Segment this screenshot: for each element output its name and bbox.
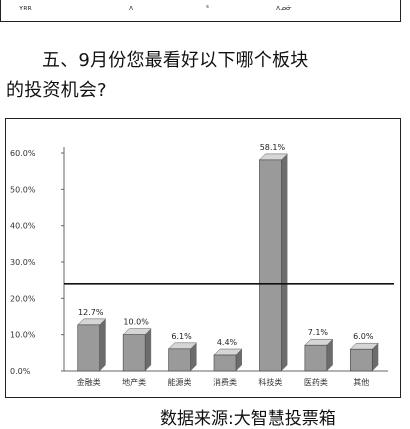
y-tick-label: 30.0% bbox=[10, 258, 36, 267]
y-tick-label: 60.0% bbox=[10, 149, 36, 158]
x-tick-label: 能源类 bbox=[168, 377, 192, 387]
question-text: 五、9月份您最看好以下哪个板块 的投资机会? bbox=[6, 46, 410, 106]
table-cell: ʌᓄᓃ bbox=[276, 4, 293, 12]
table-fragment-top: ʏʀʀ ʌ ᔆ ʌᓄᓃ bbox=[0, 0, 401, 22]
bar bbox=[259, 159, 282, 372]
y-tick-label: 40.0% bbox=[10, 222, 36, 231]
data-label: 10.0% bbox=[123, 318, 149, 327]
data-label: 58.1% bbox=[260, 143, 286, 152]
bar-side bbox=[236, 349, 242, 371]
y-tick-label: 20.0% bbox=[10, 294, 36, 303]
source-caption: 数据来源:大智慧投票箱 bbox=[160, 409, 336, 429]
table-cell: ʏʀʀ bbox=[19, 4, 32, 12]
bar bbox=[349, 348, 373, 372]
bar-side bbox=[372, 343, 379, 371]
question-line-1: 五、9月份您最看好以下哪个板块 bbox=[42, 50, 309, 71]
bar-side bbox=[99, 318, 106, 371]
bar bbox=[213, 354, 237, 372]
bar-side bbox=[326, 339, 333, 371]
x-tick-label: 消费类 bbox=[213, 377, 237, 387]
y-tick-label: 10.0% bbox=[10, 331, 36, 340]
table-cell: ᔆ bbox=[206, 4, 209, 12]
chart-svg: 0.0% 10.0% 20.0% 30.0% 40.0% 50.0% 60.0% 12.7% 金… bbox=[10, 143, 394, 387]
data-label: 4.4% bbox=[217, 338, 238, 347]
bar-side bbox=[281, 153, 288, 371]
bar-side bbox=[145, 328, 152, 371]
x-tick-label: 科技类 bbox=[258, 377, 282, 387]
x-tick-label: 其他 bbox=[353, 377, 369, 387]
x-tick-label: 地产类 bbox=[122, 377, 146, 387]
bar bbox=[122, 334, 146, 372]
bar bbox=[77, 324, 101, 372]
question-line-2: 的投资机会? bbox=[6, 80, 107, 101]
data-label: 6.1% bbox=[171, 332, 192, 341]
table-cell: ʌ bbox=[129, 4, 134, 12]
x-tick-label: 医药类 bbox=[304, 377, 328, 387]
bar bbox=[304, 344, 328, 372]
data-label: 6.0% bbox=[353, 332, 374, 341]
x-tick-label: 金融类 bbox=[77, 377, 101, 387]
data-label: 7.1% bbox=[308, 328, 329, 337]
bar-chart: 0.0% 10.0% 20.0% 30.0% 40.0% 50.0% 60.0% 12.7% 金… bbox=[5, 118, 401, 398]
y-tick-label: 50.0% bbox=[10, 185, 36, 194]
data-label: 12.7% bbox=[78, 308, 104, 317]
y-tick-label: 0.0% bbox=[10, 367, 31, 376]
bar-side bbox=[190, 342, 197, 371]
bar bbox=[168, 348, 191, 372]
